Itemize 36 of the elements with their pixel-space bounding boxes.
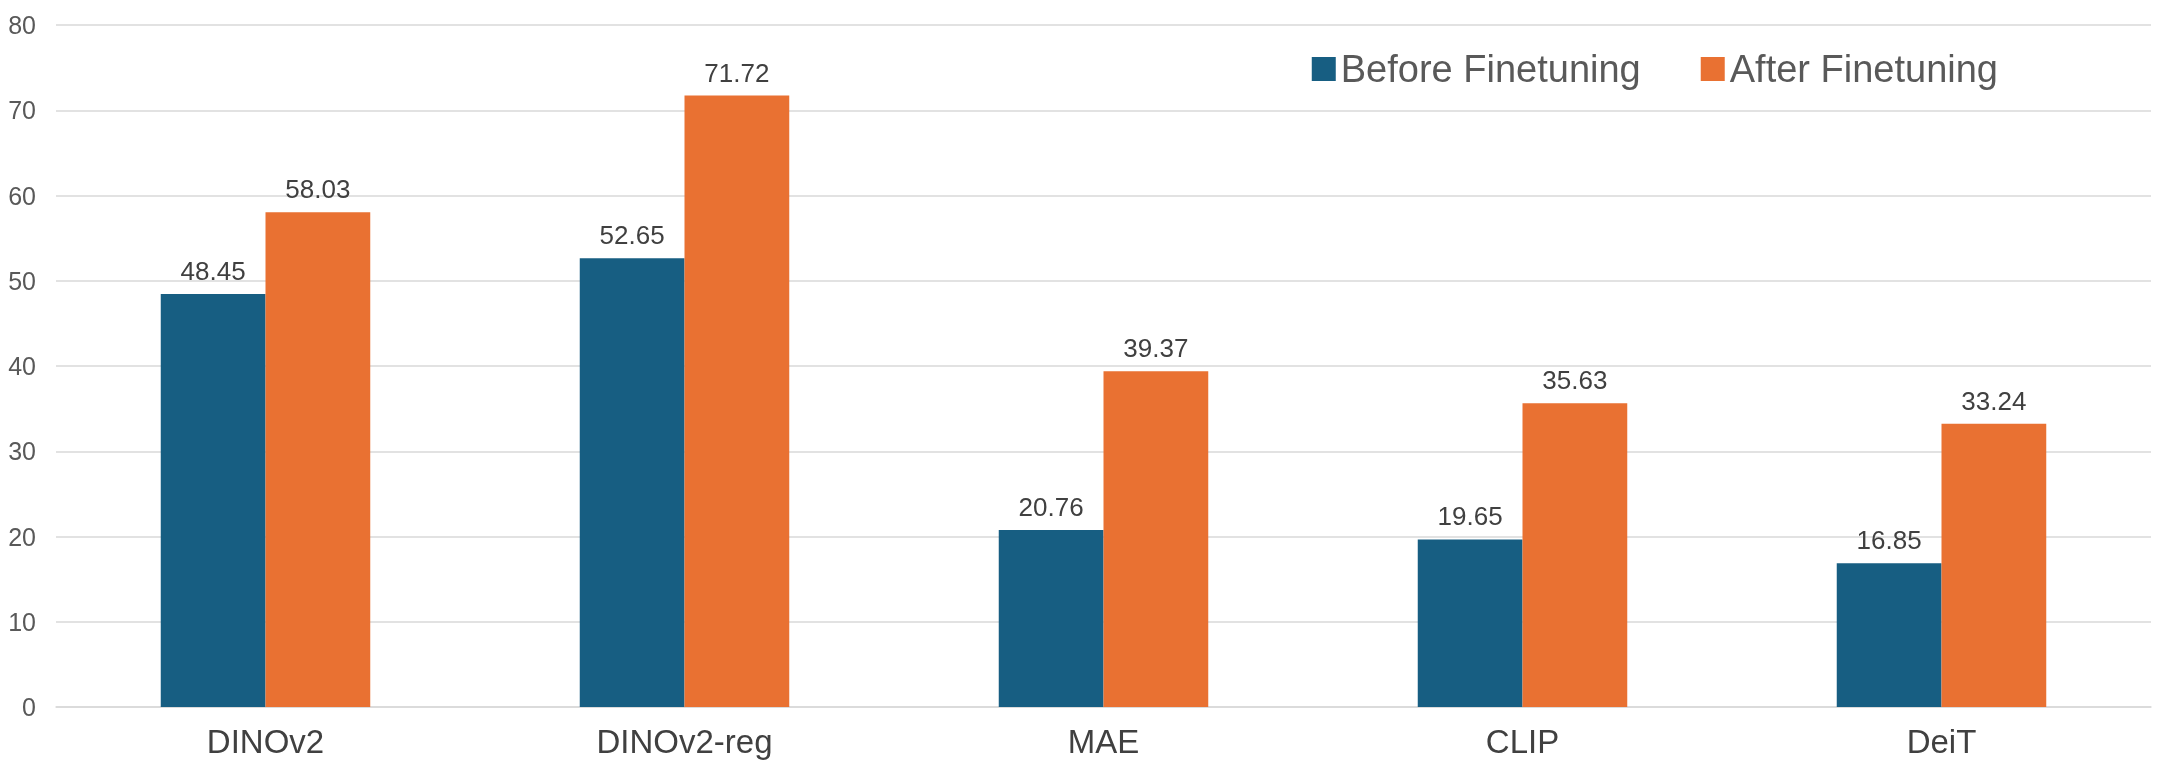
y-tick-label: 30 — [8, 437, 36, 466]
y-tick-label: 50 — [8, 266, 36, 295]
data-label: 39.37 — [1123, 333, 1189, 364]
data-label: 20.76 — [1018, 492, 1084, 523]
y-tick-label: 70 — [8, 96, 36, 125]
data-label: 71.72 — [704, 57, 770, 88]
bar — [160, 293, 266, 707]
data-label: 16.85 — [1856, 525, 1922, 556]
data-label: 58.03 — [285, 174, 351, 205]
data-label: 19.65 — [1437, 501, 1503, 532]
bar — [1522, 403, 1628, 707]
x-tick-label: DINOv2 — [206, 723, 325, 760]
bar — [1836, 563, 1942, 707]
x-tick-label: DeiT — [1906, 723, 1977, 760]
y-tick-label: 10 — [8, 607, 36, 636]
bar — [579, 258, 685, 707]
y-tick-label: 20 — [8, 522, 36, 551]
legend-label: After Finetuning — [1729, 48, 1998, 90]
x-tick-label: CLIP — [1485, 723, 1560, 760]
data-label: 33.24 — [1961, 385, 2027, 416]
x-tick-label: DINOv2-reg — [596, 723, 773, 760]
y-tick-label: 0 — [22, 693, 36, 721]
bar — [1417, 539, 1523, 707]
data-label: 48.45 — [180, 255, 246, 286]
y-tick-label: 80 — [8, 11, 36, 39]
bar — [684, 95, 790, 707]
y-tick-label: 60 — [8, 181, 36, 210]
bar — [1103, 371, 1209, 707]
legend-label: Before Finetuning — [1340, 48, 1641, 90]
y-tick-label: 40 — [8, 352, 36, 380]
bar — [265, 212, 371, 707]
bar — [998, 530, 1104, 707]
data-label: 35.63 — [1542, 365, 1608, 396]
x-tick-label: MAE — [1067, 723, 1140, 760]
bar — [1941, 423, 2047, 707]
data-label: 52.65 — [599, 220, 665, 251]
